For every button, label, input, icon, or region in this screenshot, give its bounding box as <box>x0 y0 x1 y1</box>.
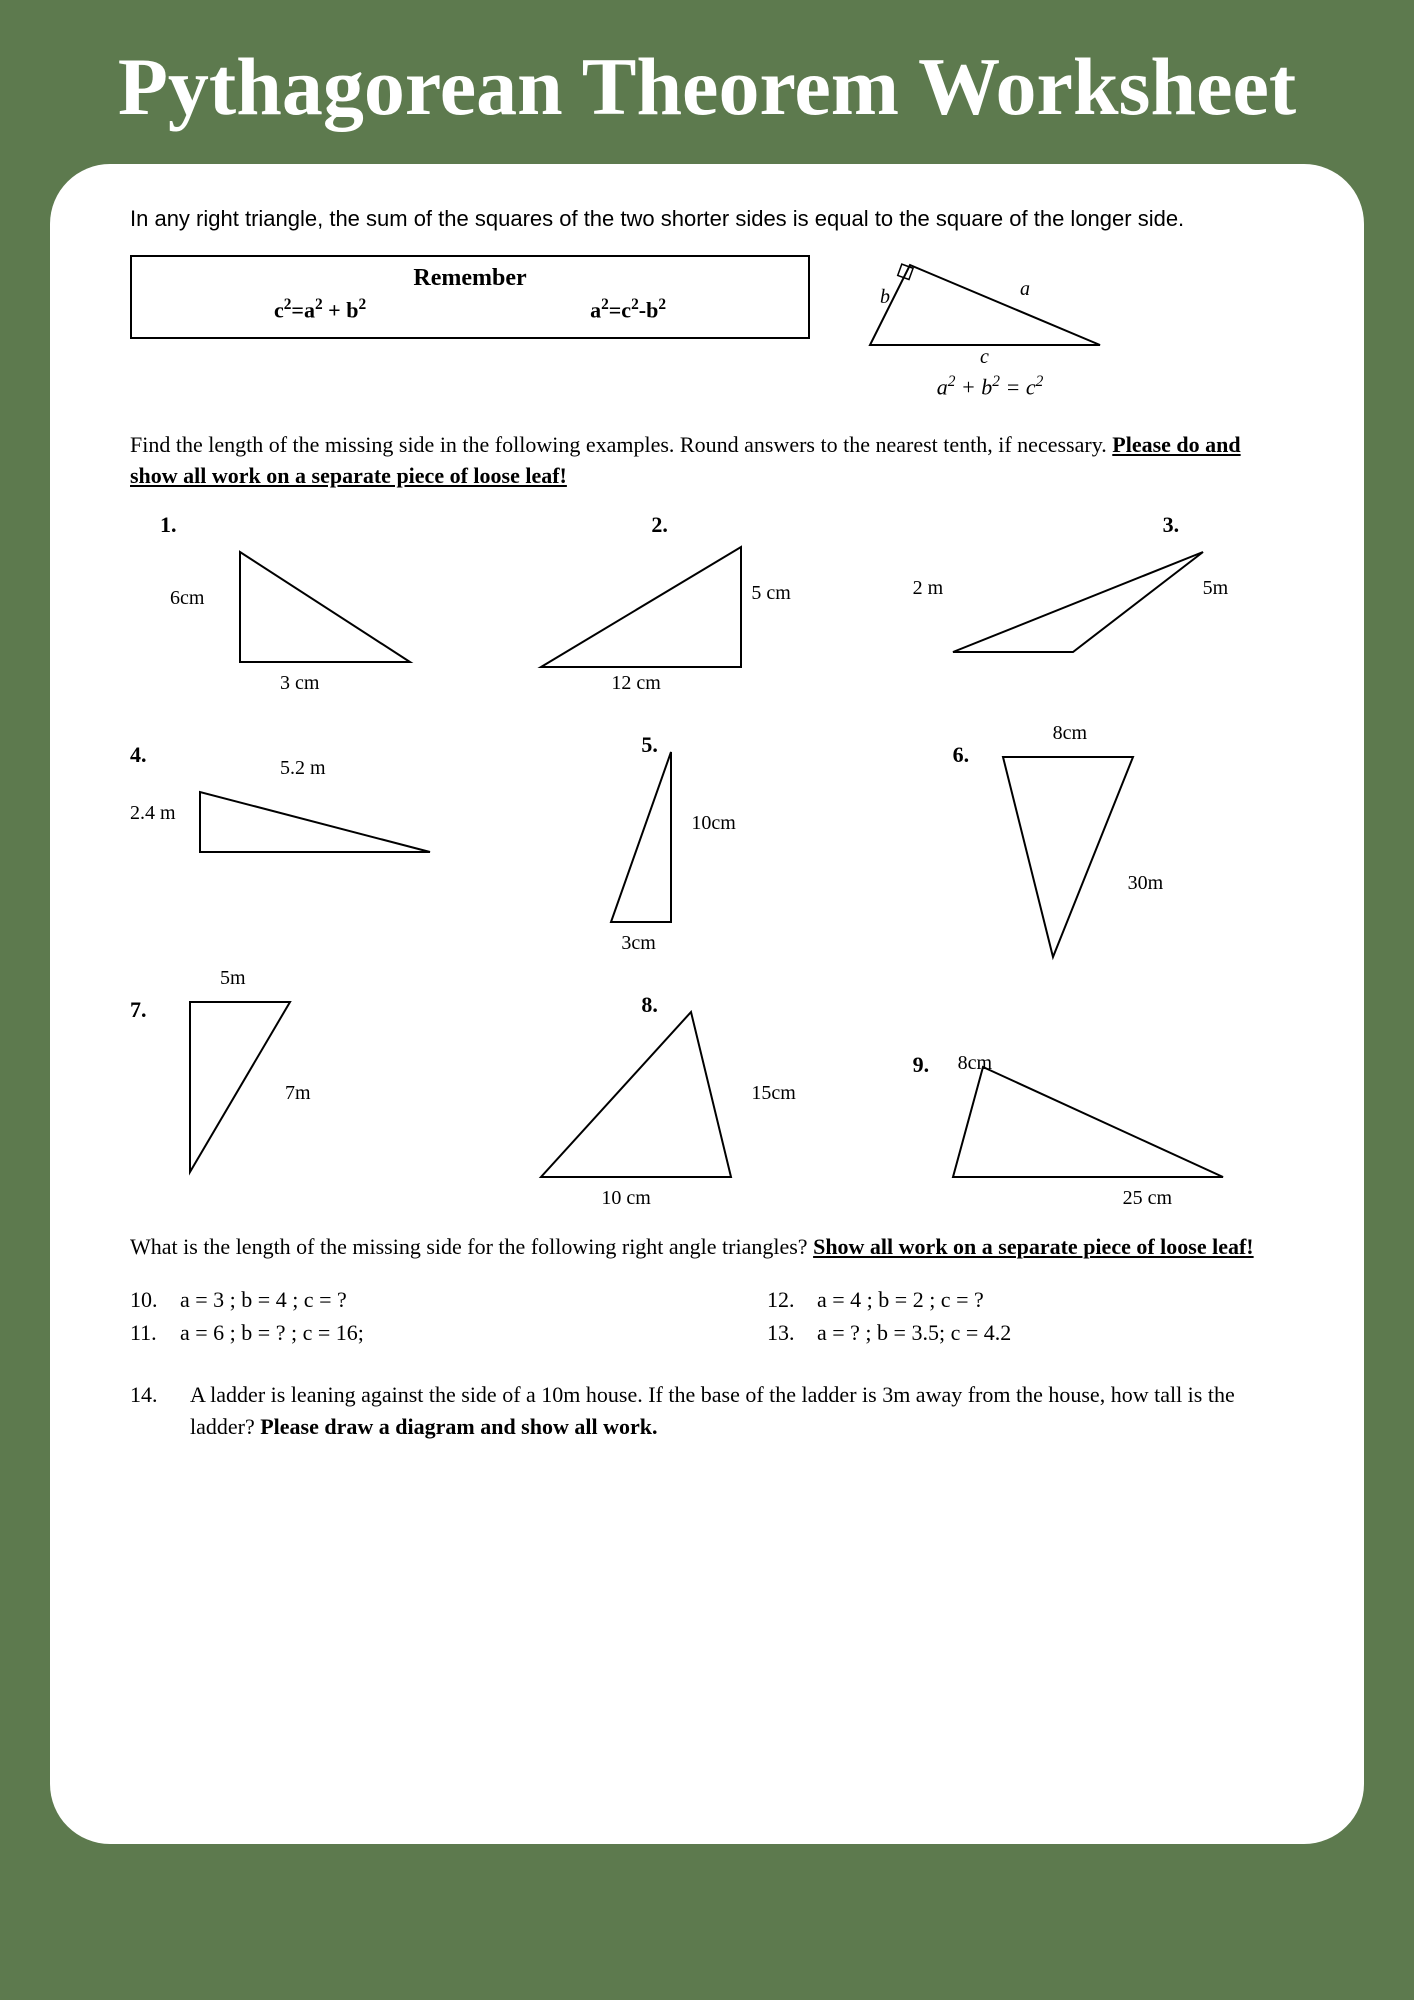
svg-text:a: a <box>1020 278 1030 300</box>
triangle-4: 4. 5.2 m 2.4 m <box>130 732 501 962</box>
reference-diagram: b a c a2 + b2 = c2 <box>850 255 1130 400</box>
question-14-text: A ladder is leaning against the side of … <box>190 1379 1284 1443</box>
triangle-2: 2. 5 cm 12 cm <box>521 512 892 722</box>
instruction-2a: What is the length of the missing side f… <box>130 1234 813 1259</box>
triangle-5: 5. 10cm 3cm <box>521 732 892 962</box>
question-14: 14. A ladder is leaning against the side… <box>130 1379 1284 1443</box>
remember-row: Remember c2=a2 + b2 a2=c2-b2 b a c a2 + … <box>130 255 1284 400</box>
instruction-2b: Show all work on a separate piece of loo… <box>813 1234 1254 1259</box>
page-title: Pythagorean Theorem Worksheet <box>0 0 1414 164</box>
triangle-7: 7. 5m 7m <box>130 972 501 1212</box>
formula-1: c2=a2 + b2 <box>274 296 366 323</box>
instruction-1: Find the length of the missing side in t… <box>130 430 1284 492</box>
svg-text:c: c <box>980 346 989 365</box>
instruction-2: What is the length of the missing side f… <box>130 1232 1284 1263</box>
diagram-caption: a2 + b2 = c2 <box>850 373 1130 400</box>
triangle-1: 1. 6cm 3 cm <box>130 512 501 722</box>
triangle-3: 3. 2 m 5m <box>913 512 1284 722</box>
questions-list: 10.a = 3 ; b = 4 ; c = ? 11.a = 6 ; b = … <box>130 1283 1284 1349</box>
remember-box: Remember c2=a2 + b2 a2=c2-b2 <box>130 255 810 339</box>
triangles-grid: 1. 6cm 3 cm 2. 5 cm 12 cm 3. 2 m 5m <box>130 512 1284 1212</box>
question-10: 10.a = 3 ; b = 4 ; c = ? <box>130 1283 647 1316</box>
worksheet-sheet: In any right triangle, the sum of the sq… <box>50 164 1364 1844</box>
remember-heading: Remember <box>162 265 778 292</box>
intro-text: In any right triangle, the sum of the sq… <box>130 204 1284 235</box>
instruction-1a: Find the length of the missing side in t… <box>130 432 1112 457</box>
svg-text:b: b <box>880 286 890 308</box>
triangle-6: 6. 8cm 30m <box>913 732 1284 962</box>
question-12: 12.a = 4 ; b = 2 ; c = ? <box>767 1283 1284 1316</box>
formula-2: a2=c2-b2 <box>590 296 666 323</box>
question-13: 13.a = ? ; b = 3.5; c = 4.2 <box>767 1316 1284 1349</box>
question-11: 11.a = 6 ; b = ? ; c = 16; <box>130 1316 647 1349</box>
triangle-9: 9. 8cm 25 cm <box>913 972 1284 1212</box>
triangle-8: 8. 15cm 10 cm <box>521 972 892 1212</box>
